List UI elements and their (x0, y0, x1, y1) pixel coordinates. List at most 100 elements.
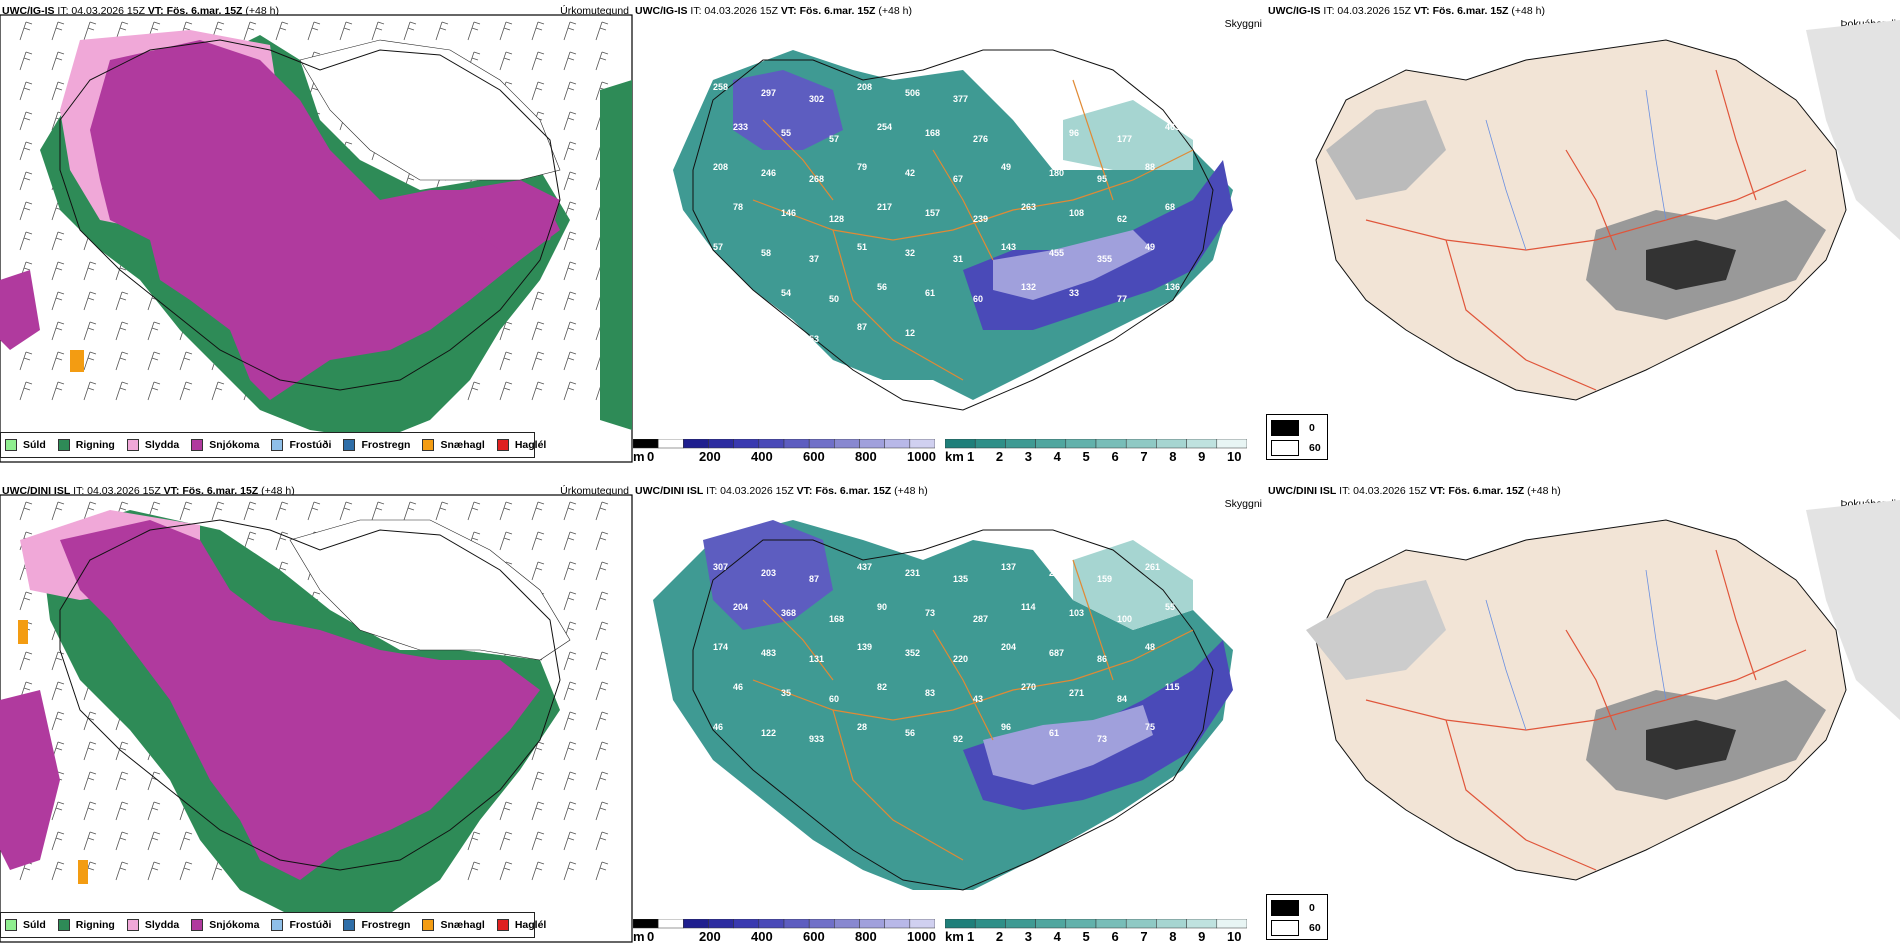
legend-swatch (5, 919, 17, 931)
wind-barb (51, 321, 65, 341)
legend-label: Snæhagl (440, 439, 485, 451)
colorbar-tick-label: 8 (1169, 449, 1177, 464)
colorbar-tick-label: 7 (1140, 449, 1148, 464)
wind-barb (467, 831, 481, 851)
ceiling-value-label: 61 (925, 288, 935, 298)
land (1315, 519, 1847, 881)
ceiling-value-label: 32 (905, 248, 915, 258)
colorbar-swatch (1186, 918, 1218, 929)
colorbar-tick-label: 1000 (907, 449, 936, 464)
ceiling-value-label: 128 (829, 214, 844, 224)
colorbar-swatch (633, 918, 659, 929)
wind-barb (531, 381, 545, 401)
wind-barb (595, 501, 609, 521)
model-name: UWC/IG-IS (2, 5, 55, 17)
ceiling-value-label: 78 (733, 202, 743, 212)
wind-barb (531, 291, 545, 311)
wind-barb (563, 321, 577, 341)
wind-barb (83, 321, 97, 341)
colorbar-swatch (834, 438, 860, 449)
wind-barb (371, 21, 385, 41)
ceiling-value-label: 58 (761, 248, 771, 258)
wind-barb (147, 351, 161, 371)
ceiling-value-label: 132 (1021, 282, 1036, 292)
ceiling-value-label: 53 (809, 334, 819, 344)
fog-swatch-0 (1271, 900, 1299, 916)
ceiling-value-label: 73 (1097, 734, 1107, 744)
wind-barb (275, 531, 289, 551)
fog-legend-label-1: 60 (1309, 442, 1321, 454)
vis-colorbar-2: km 1 2 3 4 5 6 7 8 9 10 (944, 916, 1248, 946)
colorbar-swatch (974, 438, 1006, 449)
fog-panel-2: UWC/DINI ISL IT: 04.03.2026 15Z VT: Fös.… (1266, 480, 1900, 950)
snow-sw-patch (0, 690, 60, 870)
lead-time: (+48 h) (1511, 5, 1545, 17)
fog-legend-label-0: 0 (1309, 902, 1315, 914)
ceiling-value-label: 271 (1069, 688, 1084, 698)
wind-barb (19, 111, 33, 131)
wind-barb (339, 501, 353, 521)
ceiling-value-label: 33 (1069, 288, 1079, 298)
wind-barb (435, 501, 449, 521)
colorbar-swatch (733, 438, 760, 449)
coastline (59, 39, 561, 391)
legend-swatch (191, 919, 204, 931)
wind-barb (307, 21, 321, 41)
wind-barb (307, 501, 321, 521)
colorbar-tick-label: 800 (855, 449, 877, 464)
legend-item-2: Slydda (126, 439, 179, 451)
ceiling-value-label: 220 (953, 654, 968, 664)
fog-legend-label-1: 60 (1309, 922, 1321, 934)
model-name: UWC/DINI ISL (635, 485, 704, 497)
ceiling-value-label: 247 (1049, 568, 1064, 578)
ceiling-value-label: 87 (809, 574, 819, 584)
ceiling-value-label: 100 (1117, 614, 1132, 624)
ice-pellet-patch-2 (78, 860, 88, 884)
ceiling-value-label: 254 (877, 122, 892, 132)
wind-barb (275, 501, 289, 521)
wind-barb (115, 771, 129, 791)
model-name: UWC/IG-IS (1268, 5, 1321, 17)
wind-barb (179, 861, 193, 881)
ceiling-value-label: 86 (1097, 654, 1107, 664)
colorbar-swatch (909, 438, 936, 449)
wind-barb (115, 321, 129, 341)
wind-barb (51, 801, 65, 821)
wind-barb (595, 51, 609, 71)
legend-item-2: Slydda (126, 919, 179, 931)
vis-unit: km (945, 449, 964, 464)
roads (1365, 69, 1807, 391)
wind-barb (563, 141, 577, 161)
colorbar-swatch (1065, 438, 1097, 449)
colorbar-swatch (859, 438, 885, 449)
ceiling-value-label: 307 (713, 562, 728, 572)
wind-barb (563, 741, 577, 761)
ceiling-value-label: 92 (953, 734, 963, 744)
wind-barb (531, 81, 545, 101)
ceiling-value-label: 87 (1097, 94, 1107, 104)
ceiling-value-label: 46 (713, 722, 723, 732)
ceiling-value-label: 73 (925, 608, 935, 618)
ceiling-value-label: 60 (973, 294, 983, 304)
wind-barb (51, 51, 65, 71)
lead-time: (+48 h) (894, 485, 928, 497)
ceiling-value-label: 114 (1021, 602, 1036, 612)
roads (1365, 549, 1807, 871)
wind-barb (19, 201, 33, 221)
colorbar-swatch (1005, 918, 1036, 929)
ceiling-value-label: 87 (857, 322, 867, 332)
ceiling-value-label: 687 (1049, 648, 1064, 658)
wind-barb (19, 381, 33, 401)
ceiling-value-label: 88 (1049, 88, 1059, 98)
colorbar-tick-label: 9 (1198, 929, 1206, 944)
wind-barb (83, 801, 97, 821)
lead-time: (+48 h) (245, 5, 279, 17)
wind-barb (531, 351, 545, 371)
wind-barb (531, 51, 545, 71)
wind-barb (531, 801, 545, 821)
ceiling-value-label: 95 (1097, 174, 1107, 184)
colorbar-swatch (1156, 438, 1187, 449)
wind-barb (147, 831, 161, 851)
wind-barb (563, 771, 577, 791)
legend-label: Snjókoma (209, 439, 260, 451)
